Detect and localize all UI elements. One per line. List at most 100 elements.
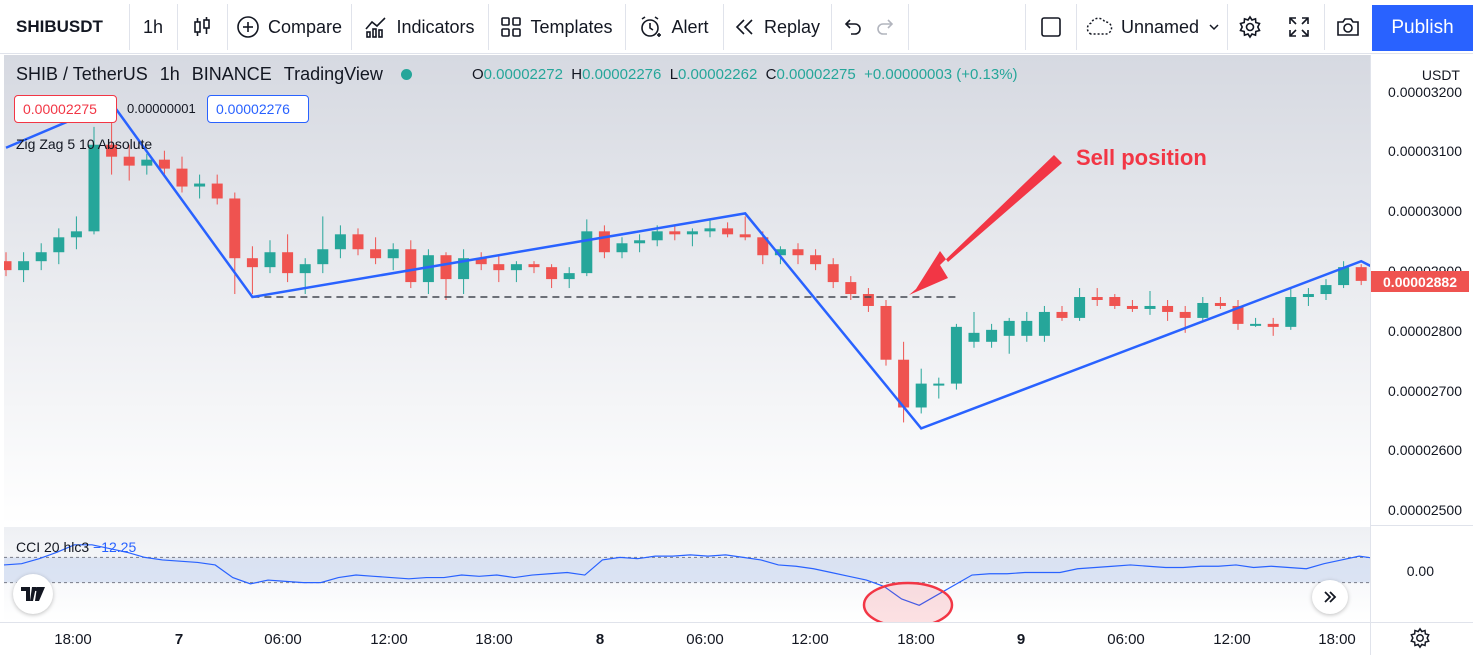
candle[interactable] bbox=[158, 150, 170, 175]
candle[interactable] bbox=[370, 237, 382, 265]
cci-indicator-label[interactable]: CCI 20 hlc3 −12.25 bbox=[16, 539, 136, 555]
candle[interactable] bbox=[141, 153, 153, 175]
candle[interactable] bbox=[1355, 264, 1367, 286]
candle[interactable] bbox=[880, 300, 892, 366]
candle[interactable] bbox=[53, 228, 65, 265]
candle[interactable] bbox=[1126, 300, 1138, 312]
candle[interactable] bbox=[229, 192, 241, 295]
candle[interactable] bbox=[1250, 317, 1262, 327]
replay-button[interactable]: Replay bbox=[724, 4, 830, 50]
pair-label[interactable]: SHIB / TetherUS bbox=[16, 64, 148, 84]
candle[interactable] bbox=[1338, 261, 1350, 289]
candle[interactable] bbox=[546, 264, 558, 289]
candle[interactable] bbox=[1320, 279, 1332, 300]
candle[interactable] bbox=[563, 267, 575, 289]
candle[interactable] bbox=[1162, 300, 1174, 321]
tradingview-logo[interactable] bbox=[13, 574, 53, 614]
candle[interactable] bbox=[845, 276, 857, 300]
candle[interactable] bbox=[106, 120, 118, 175]
screenshot-button[interactable] bbox=[1325, 4, 1370, 50]
candle[interactable] bbox=[898, 341, 910, 423]
candle[interactable] bbox=[1003, 317, 1015, 354]
candle[interactable] bbox=[722, 222, 734, 238]
compare-button[interactable]: Compare bbox=[228, 4, 350, 50]
price-chart[interactable]: Sell position bbox=[4, 55, 1370, 525]
market-status-dot[interactable] bbox=[400, 69, 412, 80]
candle[interactable] bbox=[1021, 311, 1033, 342]
candle[interactable] bbox=[264, 240, 276, 274]
candle[interactable] bbox=[334, 225, 346, 259]
candle[interactable] bbox=[950, 323, 962, 390]
candle[interactable] bbox=[123, 144, 135, 181]
candle[interactable] bbox=[739, 216, 751, 241]
candle[interactable] bbox=[634, 234, 646, 253]
candle[interactable] bbox=[246, 246, 258, 295]
candle[interactable] bbox=[422, 249, 434, 295]
candle[interactable] bbox=[387, 243, 399, 271]
sell-position-annotation[interactable]: Sell position bbox=[1076, 145, 1207, 170]
currency-label[interactable]: USDT bbox=[1421, 67, 1460, 83]
sell-arrow[interactable] bbox=[909, 155, 1062, 295]
candle[interactable] bbox=[1091, 288, 1103, 306]
settings-button[interactable] bbox=[1228, 4, 1272, 50]
time-axis[interactable]: 18:00 7 06:00 12:00 18:00 8 06:00 12:00 … bbox=[0, 622, 1370, 658]
candle[interactable] bbox=[1232, 300, 1244, 330]
candle[interactable] bbox=[1302, 288, 1314, 306]
candle[interactable] bbox=[1144, 291, 1156, 315]
candle[interactable] bbox=[1109, 294, 1121, 309]
cci-chart[interactable] bbox=[4, 527, 1370, 622]
candle[interactable] bbox=[933, 377, 945, 399]
layout-button[interactable] bbox=[1030, 4, 1072, 50]
candle[interactable] bbox=[70, 216, 82, 250]
candle[interactable] bbox=[1074, 288, 1086, 321]
candle[interactable] bbox=[18, 252, 30, 283]
candle[interactable] bbox=[827, 258, 839, 289]
candle[interactable] bbox=[317, 216, 329, 274]
candle[interactable] bbox=[475, 252, 487, 271]
redo-button[interactable] bbox=[868, 4, 904, 50]
candle[interactable] bbox=[686, 228, 698, 247]
candle[interactable] bbox=[862, 288, 874, 312]
candle[interactable] bbox=[1197, 297, 1209, 321]
publish-button[interactable]: Publish bbox=[1372, 5, 1473, 51]
candle[interactable] bbox=[176, 156, 188, 193]
candle[interactable] bbox=[581, 219, 593, 277]
candle[interactable] bbox=[510, 261, 522, 283]
alert-button[interactable]: Alert bbox=[626, 4, 722, 50]
time-axis-settings-button[interactable] bbox=[1409, 627, 1431, 654]
candle[interactable] bbox=[968, 311, 980, 348]
undo-button[interactable] bbox=[834, 4, 870, 50]
candle[interactable] bbox=[282, 234, 294, 283]
candle[interactable] bbox=[4, 252, 12, 277]
candle[interactable] bbox=[88, 126, 100, 235]
candle[interactable] bbox=[598, 225, 610, 259]
zigzag-indicator-label[interactable]: Zig Zag 5 10 Absolute bbox=[16, 136, 153, 152]
indicators-button[interactable]: Indicators bbox=[352, 4, 487, 50]
chart-type-button[interactable] bbox=[178, 4, 226, 50]
candle[interactable] bbox=[1056, 305, 1068, 321]
symbol-search-button[interactable]: SHIBUSDT bbox=[4, 4, 128, 50]
candle[interactable] bbox=[440, 252, 452, 300]
candle[interactable] bbox=[528, 261, 540, 274]
fullscreen-button[interactable] bbox=[1276, 4, 1322, 50]
price-axis[interactable]: USDT 0.00003200 0.00003100 0.00003000 0.… bbox=[1370, 55, 1473, 655]
candle[interactable] bbox=[352, 228, 364, 256]
candle[interactable] bbox=[669, 225, 681, 241]
candle[interactable] bbox=[493, 255, 505, 283]
candle[interactable] bbox=[986, 323, 998, 348]
save-layout-button[interactable]: Unnamed bbox=[1078, 4, 1226, 50]
candle[interactable] bbox=[1285, 288, 1297, 330]
candle[interactable] bbox=[1267, 317, 1279, 336]
candle[interactable] bbox=[810, 249, 822, 271]
candle[interactable] bbox=[194, 174, 206, 199]
candle[interactable] bbox=[915, 368, 927, 414]
candle[interactable] bbox=[616, 237, 628, 259]
candle[interactable] bbox=[211, 174, 223, 205]
buy-price-button[interactable]: 0.00002276 bbox=[207, 95, 309, 123]
sell-price-button[interactable]: 0.00002275 bbox=[14, 95, 117, 123]
templates-button[interactable]: Templates bbox=[489, 4, 624, 50]
candle[interactable] bbox=[792, 243, 804, 265]
candle[interactable] bbox=[1038, 305, 1050, 342]
scroll-to-realtime-button[interactable] bbox=[1312, 580, 1348, 614]
candle[interactable] bbox=[704, 219, 716, 238]
